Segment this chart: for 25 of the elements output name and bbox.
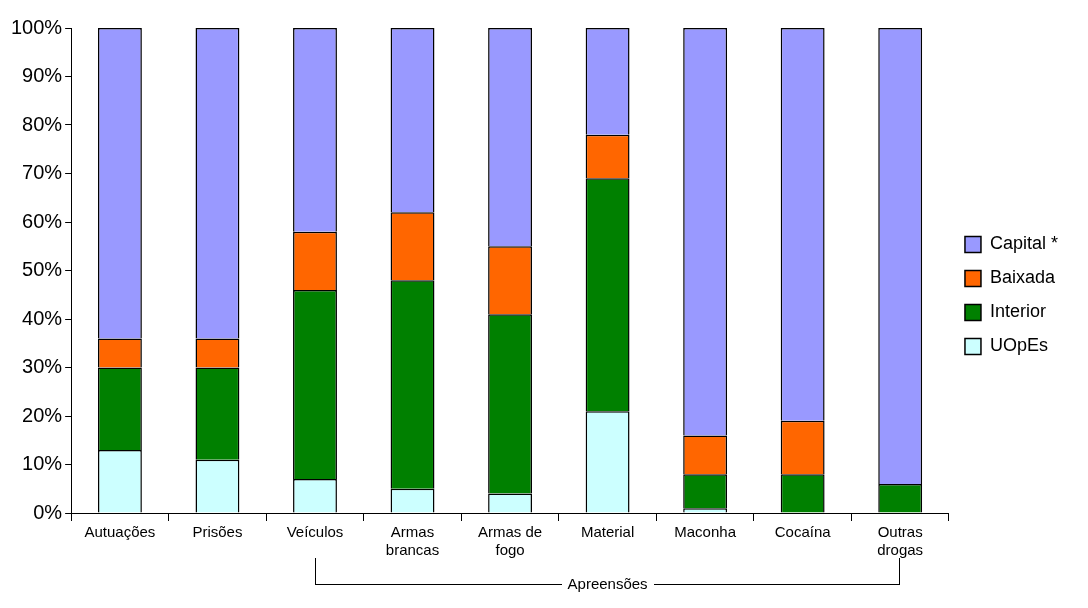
- x-tick-label: Prisões: [192, 523, 243, 541]
- x-tick-label: Veículos: [286, 523, 344, 541]
- x-tick-label: Material: [580, 523, 635, 541]
- legend-label: Baixada: [989, 267, 1056, 288]
- x-tick-label: Cocaína: [774, 523, 832, 541]
- x-tick-label: Maconha: [674, 523, 737, 541]
- y-tick-label: 100%: [11, 15, 63, 38]
- text: Apreensões: [561, 575, 654, 592]
- legend-label: UOpEs: [989, 335, 1048, 356]
- y-tick-label: 10%: [22, 452, 63, 475]
- y-tick-label: 50%: [22, 258, 63, 281]
- y-tick-label: 90%: [22, 64, 63, 87]
- y-tick-label: 20%: [22, 403, 63, 426]
- y-tick-label: 30%: [22, 355, 63, 378]
- y-tick-label: 60%: [22, 209, 63, 232]
- y-tick-label: 0%: [33, 500, 63, 523]
- y-tick-label: 80%: [22, 112, 63, 135]
- legend-label: Interior: [989, 301, 1046, 322]
- x-tick-label: Armas brancas: [385, 523, 440, 559]
- x-tick-label: Outras drogas: [877, 523, 924, 559]
- y-tick-label: 70%: [22, 161, 63, 184]
- x-tick-label: Armas de fogo: [477, 523, 543, 559]
- legend-label: Capital *: [989, 233, 1059, 254]
- x-tick-label: Autuações: [84, 523, 156, 541]
- y-tick-label: 40%: [22, 306, 63, 329]
